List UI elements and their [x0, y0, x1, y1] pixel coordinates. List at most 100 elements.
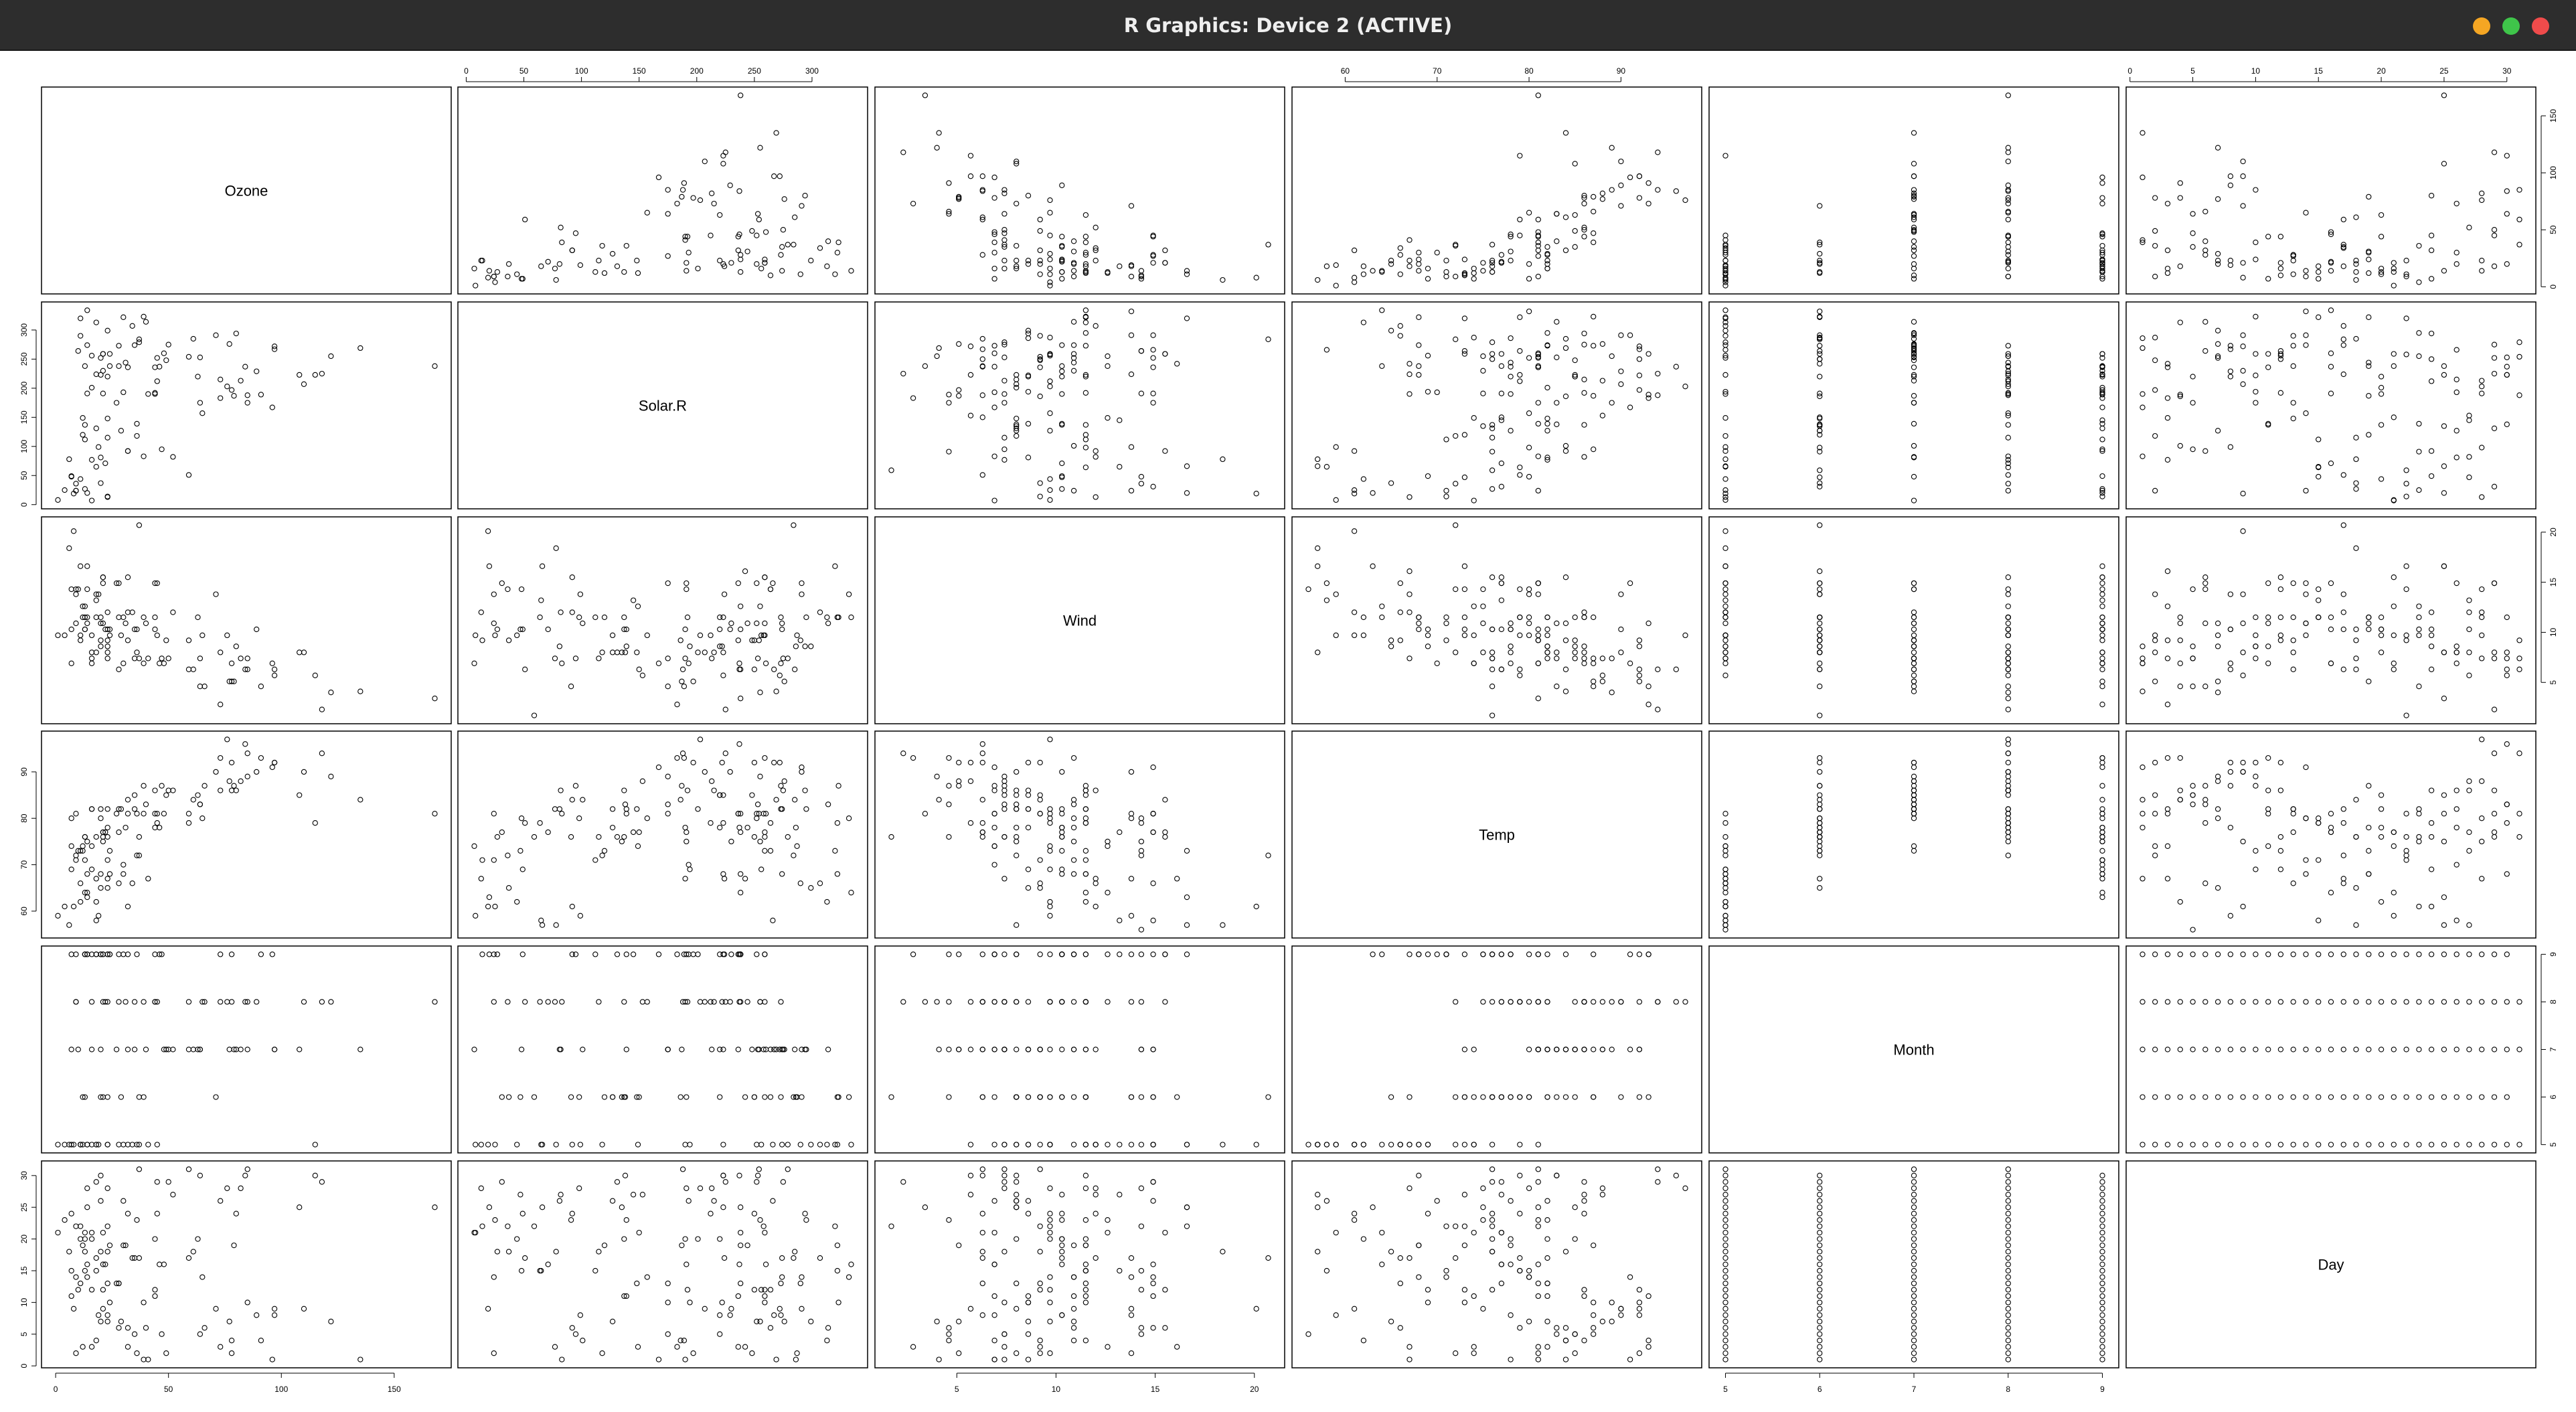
data-point — [328, 690, 334, 696]
data-point — [717, 643, 723, 649]
data-point — [1047, 898, 1053, 905]
data-point — [1535, 400, 1541, 406]
data-point — [2152, 999, 2158, 1005]
data-point — [2491, 1142, 2498, 1148]
data-point — [2164, 1142, 2171, 1148]
data-point — [1461, 626, 1468, 633]
data-point — [717, 1236, 723, 1242]
data-point — [1453, 273, 1459, 280]
data-point — [185, 1166, 192, 1172]
data-point — [778, 1280, 784, 1287]
data-point — [1397, 1280, 1403, 1287]
data-point — [2416, 838, 2422, 845]
data-point — [2277, 614, 2284, 621]
data-point — [1150, 880, 1156, 886]
data-point — [991, 1293, 997, 1300]
data-point — [697, 632, 704, 639]
data-point — [2164, 876, 2171, 882]
data-point — [494, 951, 501, 957]
data-point — [2328, 999, 2334, 1005]
data-point — [738, 269, 744, 275]
data-point — [1722, 1242, 1728, 1249]
data-point — [145, 1142, 151, 1148]
data-point — [1150, 1179, 1156, 1185]
data-point — [485, 528, 491, 534]
data-point — [1722, 545, 1728, 551]
data-point — [2378, 212, 2385, 218]
data-point — [1128, 1312, 1135, 1318]
data-point — [1379, 1229, 1385, 1236]
data-point — [1535, 1166, 1541, 1172]
data-point — [1037, 1280, 1043, 1287]
data-point — [2265, 806, 2271, 812]
data-point — [1722, 811, 1728, 817]
data-point — [2466, 597, 2472, 603]
data-point — [1817, 1280, 1823, 1287]
data-point — [1591, 1242, 1597, 1249]
data-point — [1037, 216, 1043, 223]
data-point — [1059, 811, 1065, 817]
data-point — [1817, 1192, 1823, 1198]
minimize-button[interactable] — [2473, 17, 2490, 35]
data-point — [2504, 614, 2510, 621]
data-point — [956, 759, 962, 766]
data-point — [197, 1046, 204, 1052]
data-point — [2215, 632, 2221, 639]
data-point — [159, 951, 165, 957]
data-point — [519, 626, 526, 633]
data-point — [2453, 389, 2460, 396]
data-point — [635, 603, 641, 609]
data-point — [1645, 620, 1652, 627]
data-point — [1014, 158, 1020, 165]
data-point — [2005, 460, 2011, 467]
data-point — [2479, 632, 2485, 639]
data-point — [2403, 848, 2409, 854]
data-point — [569, 797, 575, 803]
data-point — [2005, 591, 2011, 597]
maximize-button[interactable] — [2502, 17, 2520, 35]
data-point — [2353, 1046, 2359, 1052]
data-point — [1618, 1306, 1624, 1312]
data-point — [728, 951, 734, 957]
panel-frame-Day-Solar.R — [457, 1160, 868, 1368]
data-point — [1070, 1325, 1077, 1331]
data-point — [2290, 271, 2296, 277]
data-point — [170, 1192, 176, 1198]
tick-label: 5 — [955, 1385, 959, 1394]
close-button[interactable] — [2532, 17, 2549, 35]
data-point — [1128, 308, 1135, 315]
data-point — [791, 242, 797, 248]
data-point — [1001, 834, 1008, 840]
data-point — [2005, 778, 2011, 784]
data-point — [946, 211, 952, 217]
data-point — [1425, 276, 1431, 282]
data-point — [2253, 655, 2259, 661]
data-point — [125, 574, 131, 580]
data-point — [2328, 660, 2334, 666]
data-point — [2277, 260, 2284, 266]
data-point — [258, 755, 264, 761]
data-point — [720, 649, 726, 655]
data-point — [1722, 1166, 1728, 1172]
data-point — [1082, 1267, 1089, 1274]
data-point — [84, 951, 90, 957]
data-point — [2366, 248, 2372, 254]
data-point — [1722, 563, 1728, 569]
title-bar[interactable]: R Graphics: Device 2 (ACTIVE) — [0, 0, 2576, 51]
data-point — [2190, 999, 2196, 1005]
data-point — [93, 876, 99, 882]
data-point — [131, 792, 138, 798]
data-point — [2099, 417, 2105, 423]
data-point — [213, 332, 219, 338]
data-point — [754, 232, 760, 238]
data-point — [1655, 370, 1661, 377]
data-point — [2190, 655, 2196, 661]
data-point — [1722, 279, 1728, 285]
data-point — [1498, 574, 1505, 580]
data-point — [2215, 951, 2221, 957]
data-point — [1722, 820, 1728, 826]
data-point — [720, 1142, 726, 1148]
data-point — [1535, 696, 1541, 702]
data-point — [1138, 1046, 1145, 1052]
